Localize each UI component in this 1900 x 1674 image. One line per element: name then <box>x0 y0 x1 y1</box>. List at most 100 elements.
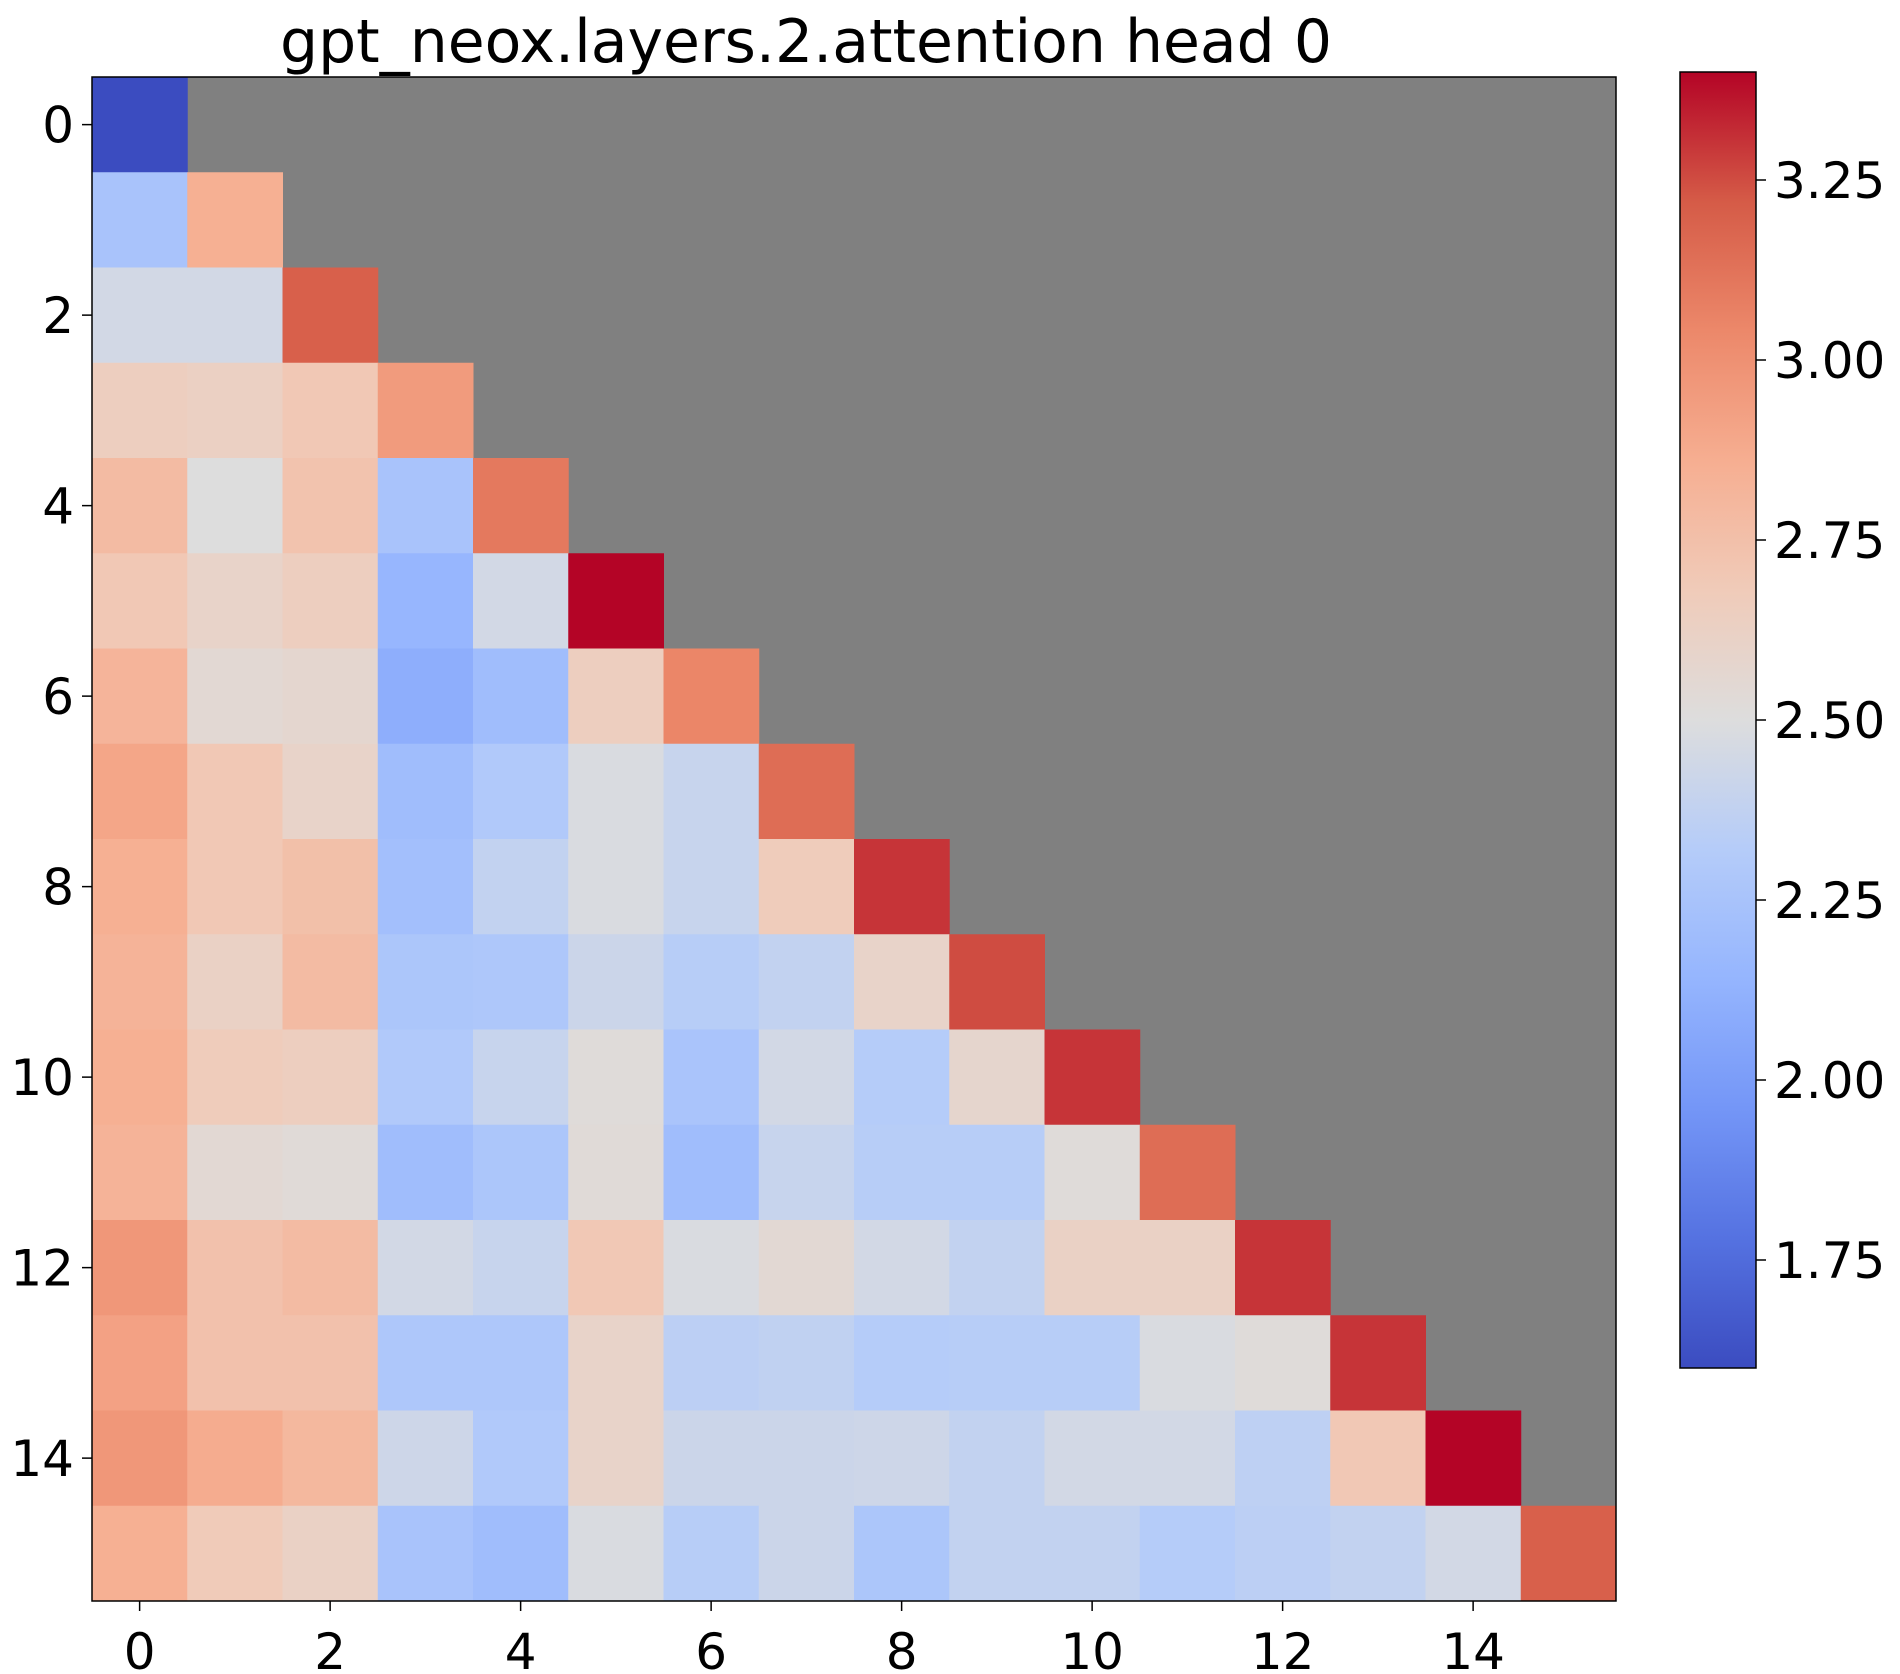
heatmap-cell <box>568 1125 664 1221</box>
y-tick-label: 2 <box>42 287 74 345</box>
x-tick-label: 14 <box>1441 1623 1505 1674</box>
heatmap-cell <box>378 1315 474 1411</box>
heatmap-cell <box>473 934 569 1030</box>
heatmap-cell <box>949 1220 1045 1316</box>
colorbar-tick-label: 2.50 <box>1774 692 1885 750</box>
heatmap-cell <box>949 1315 1045 1411</box>
heatmap-cell <box>664 839 760 935</box>
heatmap-cell <box>473 649 569 745</box>
heatmap-cell <box>664 1030 760 1126</box>
x-tick-label: 8 <box>886 1623 918 1674</box>
heatmap-cell <box>92 744 188 840</box>
heatmap-cell <box>92 1125 188 1221</box>
colorbar: 1.752.002.252.502.753.003.25 <box>1680 72 1885 1368</box>
heatmap-cell <box>473 744 569 840</box>
heatmap-cell <box>283 1125 379 1221</box>
heatmap-cell <box>283 1030 379 1126</box>
heatmap-cell <box>759 744 855 840</box>
heatmap-cell <box>473 553 569 649</box>
heatmap-cell <box>759 1125 855 1221</box>
heatmap-cell <box>187 1411 283 1507</box>
heatmap-cell <box>92 1506 188 1602</box>
heatmap-cell <box>378 1411 474 1507</box>
heatmap-cell <box>854 934 950 1030</box>
heatmap-cell <box>759 1411 855 1507</box>
heatmap-cell <box>664 934 760 1030</box>
heatmap-cell <box>664 744 760 840</box>
heatmap-cell <box>664 1315 760 1411</box>
heatmap-cell <box>187 1030 283 1126</box>
heatmap-cell <box>187 1125 283 1221</box>
heatmap-cell <box>283 553 379 649</box>
heatmap-cell <box>92 77 188 173</box>
heatmap-cell <box>283 1506 379 1602</box>
heatmap-cell <box>473 1506 569 1602</box>
heatmap-cell <box>378 1220 474 1316</box>
x-tick-label: 2 <box>314 1623 346 1674</box>
x-tick-label: 0 <box>124 1623 156 1674</box>
heatmap-cell <box>1140 1506 1236 1602</box>
heatmap-cell <box>949 1030 1045 1126</box>
x-axis: 0 2 4 6 8 10 12 14 <box>124 1601 1505 1674</box>
heatmap-cell <box>92 649 188 745</box>
heatmap-cell <box>568 1220 664 1316</box>
heatmap-cell <box>473 1220 569 1316</box>
x-tick-label: 4 <box>505 1623 537 1674</box>
heatmap-cell <box>378 1125 474 1221</box>
heatmap-cell <box>664 1411 760 1507</box>
heatmap-cell <box>187 172 283 268</box>
heatmap-cell <box>92 839 188 935</box>
heatmap-cell <box>92 934 188 1030</box>
heatmap-cell <box>568 649 664 745</box>
heatmap-cell <box>473 458 569 554</box>
heatmap-cell <box>378 934 474 1030</box>
heatmap-cell <box>187 268 283 364</box>
heatmap-cell <box>187 934 283 1030</box>
heatmap-cell <box>1235 1506 1331 1602</box>
heatmap-cell <box>187 1220 283 1316</box>
heatmap-cell <box>187 744 283 840</box>
heatmap-cell <box>187 553 283 649</box>
heatmap-cell <box>1426 1411 1522 1507</box>
heatmap-cell <box>854 1411 950 1507</box>
heatmap-cell <box>664 649 760 745</box>
y-tick-label: 10 <box>10 1049 74 1107</box>
heatmap-cell <box>378 363 474 459</box>
heatmap-cell <box>92 363 188 459</box>
heatmap-cell <box>92 458 188 554</box>
heatmap-cell <box>1045 1030 1141 1126</box>
heatmap-cell <box>854 839 950 935</box>
colorbar-gradient <box>1680 72 1756 1368</box>
heatmap-cell <box>283 363 379 459</box>
heatmap-cell <box>283 1315 379 1411</box>
heatmap-cell <box>664 1125 760 1221</box>
heatmap-cell <box>187 363 283 459</box>
heatmap-cell <box>473 1030 569 1126</box>
heatmap-cell <box>568 934 664 1030</box>
heatmap-cell <box>283 1220 379 1316</box>
heatmap-cell <box>1521 1506 1617 1602</box>
heatmap-cell <box>378 649 474 745</box>
heatmap-cell <box>664 1506 760 1602</box>
colorbar-tick-label: 2.75 <box>1774 512 1885 570</box>
heatmap-cell <box>854 1220 950 1316</box>
heatmap-cell <box>92 553 188 649</box>
colorbar-tick-label: 3.00 <box>1774 332 1885 390</box>
heatmap-cell <box>283 934 379 1030</box>
heatmap-cell <box>1330 1315 1426 1411</box>
heatmap-cell <box>378 1030 474 1126</box>
heatmap-cell <box>283 458 379 554</box>
heatmap-cell <box>949 1506 1045 1602</box>
heatmap-cell <box>854 1506 950 1602</box>
heatmap-cell <box>854 1315 950 1411</box>
heatmap-cell <box>473 1411 569 1507</box>
heatmap-cell <box>283 268 379 364</box>
heatmap-cell <box>759 1315 855 1411</box>
heatmap-cell <box>283 839 379 935</box>
heatmap-cell <box>92 1411 188 1507</box>
heatmap-cell <box>378 553 474 649</box>
y-tick-label: 4 <box>42 478 74 536</box>
heatmap-cell <box>1235 1411 1331 1507</box>
heatmap-grid <box>92 77 1617 1602</box>
heatmap-cell <box>473 839 569 935</box>
